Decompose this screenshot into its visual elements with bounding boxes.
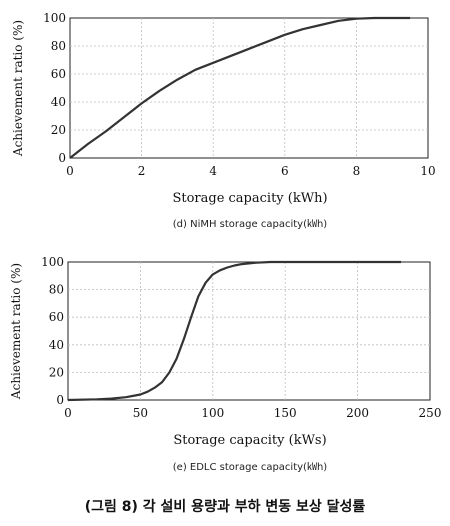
- x-tick-labels: 0 50 100 150 200 250: [64, 406, 441, 420]
- y-tick-label: 20: [51, 123, 66, 137]
- plot-frame: [69, 17, 429, 159]
- chart-caption: (e) EDLC storage capacity(㎾h): [173, 461, 328, 473]
- x-axis-title: Storage capacity (kWs): [173, 433, 326, 448]
- plot-frame: [67, 261, 431, 401]
- series-lines: [69, 16, 411, 159]
- x-tick-label: 150: [274, 406, 297, 420]
- y-tick-label: 100: [43, 11, 66, 25]
- chart-caption: (d) NiMH storage capacity(㎾h): [173, 218, 328, 230]
- y-tick-label: 0: [56, 393, 64, 407]
- x-tick-label: 50: [133, 406, 148, 420]
- series-line: [67, 260, 401, 402]
- grid-lines: [70, 18, 428, 158]
- grid-lines: [68, 262, 430, 400]
- y-tick-labels: 0 20 40 60 80 100: [41, 255, 64, 407]
- series-line: [69, 16, 411, 159]
- x-tick-label: 4: [209, 164, 217, 178]
- x-tick-label: 0: [66, 164, 74, 178]
- y-tick-label: 40: [49, 338, 64, 352]
- y-tick-label: 0: [58, 151, 66, 165]
- x-axis-title: Storage capacity (kWh): [172, 191, 327, 206]
- chart-edlc: 0 50 100 150 200 250 0 20 40 60 80 100 Storage cap…: [9, 255, 441, 473]
- x-tick-label: 8: [353, 164, 361, 178]
- x-tick-label: 0: [64, 406, 72, 420]
- y-axis-title: Achievement ratio (%): [9, 263, 23, 400]
- y-tick-label: 20: [49, 365, 64, 379]
- y-tick-label: 40: [51, 95, 66, 109]
- series-lines: [67, 260, 401, 402]
- x-tick-label: 100: [201, 406, 224, 420]
- figure-caption: (그림 8) 각 설비 용량과 부하 변동 보상 달성률: [85, 498, 366, 515]
- y-axis-title: Achievement ratio (%): [11, 20, 25, 157]
- x-tick-label: 6: [281, 164, 289, 178]
- x-tick-label: 10: [420, 164, 435, 178]
- y-tick-label: 60: [49, 310, 64, 324]
- x-tick-label: 200: [346, 406, 369, 420]
- y-tick-label: 80: [49, 283, 64, 297]
- y-tick-label: 60: [51, 67, 66, 81]
- x-tick-label: 2: [138, 164, 146, 178]
- chart-nimh: 0 2 4 6 8 10 0 20 40 60 80 100 Storage capacity (k…: [11, 11, 436, 230]
- x-tick-label: 250: [419, 406, 442, 420]
- x-tick-labels: 0 2 4 6 8 10: [66, 164, 435, 178]
- y-tick-label: 100: [41, 255, 64, 269]
- y-tick-label: 80: [51, 39, 66, 53]
- y-tick-labels: 0 20 40 60 80 100: [43, 11, 66, 165]
